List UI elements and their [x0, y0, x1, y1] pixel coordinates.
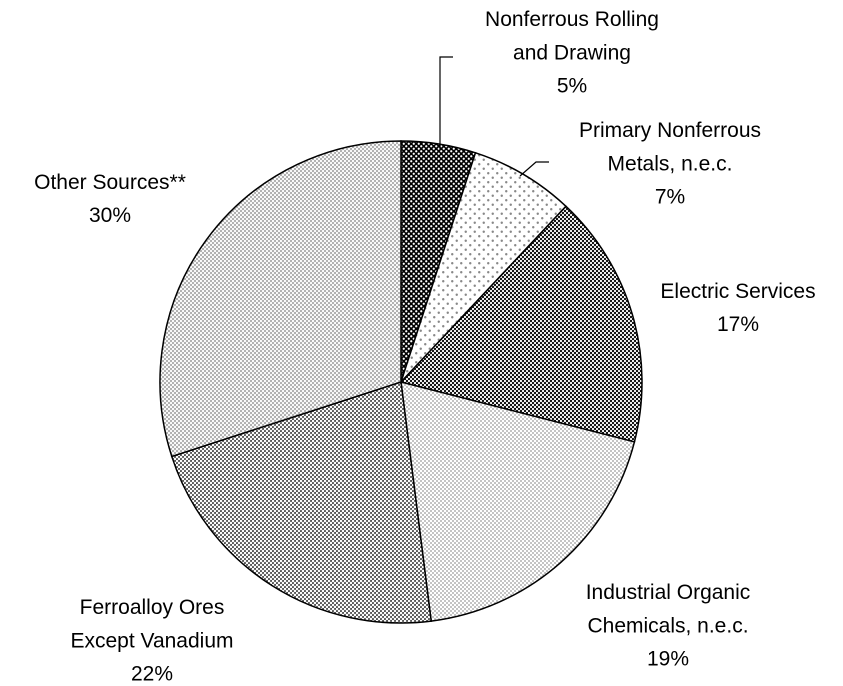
slice-label: Ferroalloy Ores Except Vanadium: [70, 596, 233, 653]
slice: [400, 380, 636, 622]
value-label: 5%: [557, 75, 587, 98]
leader-line: [519, 161, 549, 177]
slice: [170, 381, 433, 624]
value-label: 30%: [89, 204, 131, 227]
slice: [159, 140, 402, 458]
value-label: 19%: [647, 648, 689, 671]
slice-label: Electric Services: [660, 280, 815, 303]
leader-line: [439, 56, 453, 150]
value-label: 7%: [655, 186, 685, 209]
value-label: 17%: [717, 313, 759, 336]
slice-label: Other Sources**: [34, 171, 186, 194]
value-label: 22%: [131, 663, 173, 686]
slice-label: Nonferrous Rolling and Drawing: [485, 8, 659, 65]
slice: [399, 205, 643, 443]
slice-label: Primary Nonferrous Metals, n.e.c.: [579, 119, 761, 176]
pie: [159, 140, 643, 624]
slice-label: Industrial Organic Chemicals, n.e.c.: [586, 581, 751, 638]
slice: [400, 151, 568, 383]
